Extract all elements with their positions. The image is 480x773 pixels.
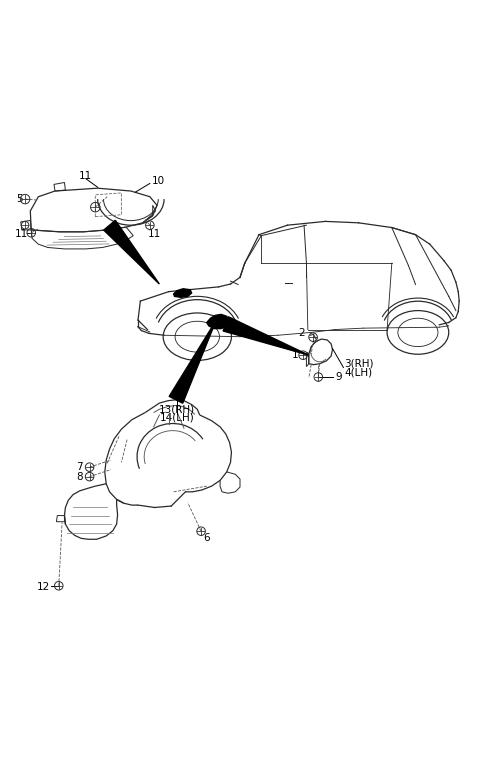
Text: 5: 5 [16, 194, 23, 204]
Text: 8: 8 [76, 472, 83, 482]
Text: 9: 9 [335, 372, 341, 382]
Text: 12: 12 [37, 582, 50, 591]
Polygon shape [169, 320, 216, 404]
Polygon shape [223, 317, 309, 355]
Text: 11: 11 [148, 229, 161, 239]
Text: 3(RH): 3(RH) [344, 358, 374, 368]
Text: 11: 11 [79, 171, 93, 181]
Text: 4(LH): 4(LH) [344, 367, 372, 377]
Text: 14(LH): 14(LH) [160, 413, 195, 423]
Text: 7: 7 [76, 462, 83, 472]
Text: 6: 6 [204, 533, 210, 543]
Text: 1: 1 [292, 350, 299, 360]
Polygon shape [174, 289, 192, 298]
Text: 2: 2 [299, 329, 305, 339]
Polygon shape [104, 220, 159, 284]
Text: 10: 10 [152, 176, 165, 186]
Polygon shape [207, 315, 229, 329]
Text: 13(RH): 13(RH) [159, 405, 195, 415]
Text: 11: 11 [15, 229, 28, 239]
